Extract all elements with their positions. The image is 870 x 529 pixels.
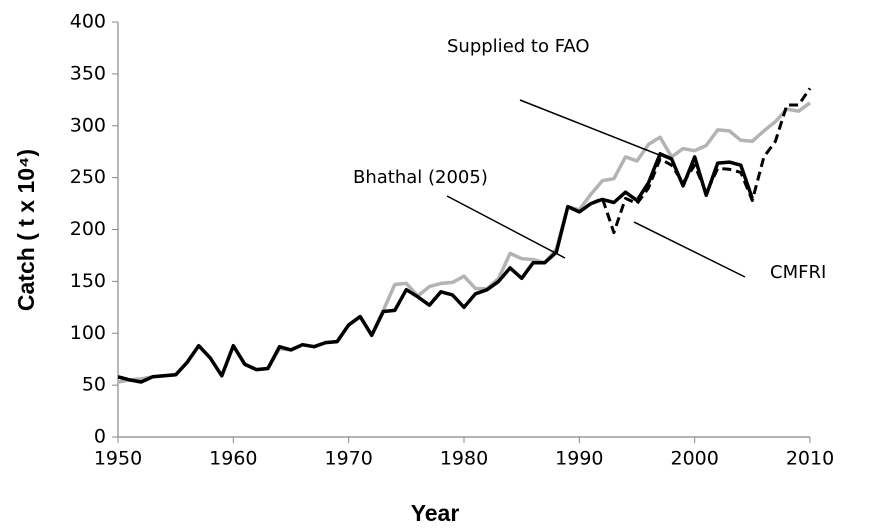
series-label: CMFRI [770, 262, 826, 283]
x-tick-label: 2000 [670, 448, 718, 470]
series-line [117, 152, 754, 384]
y-tick-label: 250 [70, 166, 106, 188]
x-tick-label: 2010 [786, 448, 834, 470]
series-label: Bhathal (2005) [353, 167, 488, 188]
x-tick-label: 1960 [209, 448, 257, 470]
x-tick-label: 1970 [324, 448, 372, 470]
y-tick-label: 400 [70, 11, 106, 33]
y-tick-label: 150 [70, 270, 106, 292]
leader-line [446, 195, 566, 259]
y-tick-label: 300 [70, 114, 106, 136]
y-tick-label: 200 [70, 218, 106, 240]
y-tick-label: 100 [70, 322, 106, 344]
y-axis-title: Catch ( t x 10⁴) [13, 149, 39, 311]
y-tick-label: 50 [82, 374, 106, 396]
x-tick-label: 1950 [94, 448, 142, 470]
x-axis-title: Year [411, 500, 460, 526]
leader-line [633, 221, 746, 278]
y-tick-label: 0 [94, 426, 106, 448]
series-line [578, 87, 812, 235]
series-label: Supplied to FAO [447, 36, 590, 57]
x-tick-label: 1990 [555, 448, 603, 470]
series-line [117, 101, 812, 384]
x-tick-label: 1980 [440, 448, 488, 470]
y-tick-label: 350 [70, 62, 106, 84]
leader-line [519, 99, 673, 161]
